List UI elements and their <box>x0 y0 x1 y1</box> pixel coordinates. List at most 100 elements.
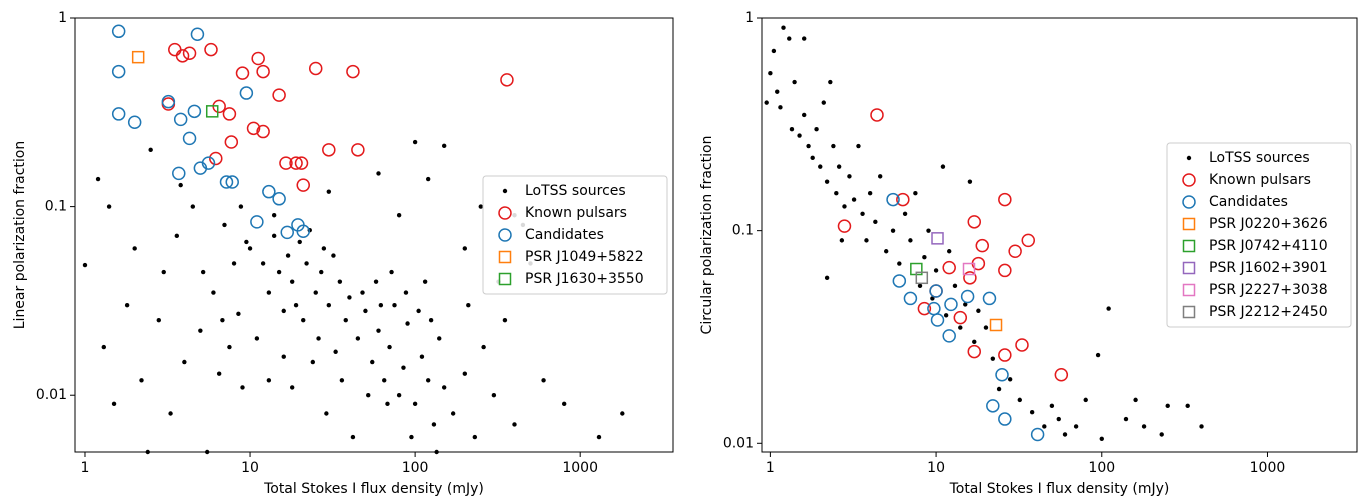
point <box>437 336 442 341</box>
point <box>500 73 514 87</box>
point <box>279 156 293 170</box>
point <box>289 156 303 170</box>
point <box>944 297 958 312</box>
x-tick-label: 10 <box>241 460 259 476</box>
point <box>425 176 431 182</box>
point <box>256 124 270 139</box>
point <box>360 290 365 295</box>
point <box>363 308 368 314</box>
point <box>802 112 807 118</box>
point <box>824 179 830 184</box>
point <box>422 279 428 284</box>
point <box>246 121 261 136</box>
point <box>952 283 958 289</box>
point <box>462 371 468 376</box>
point <box>209 151 223 166</box>
point <box>975 238 990 253</box>
point <box>156 317 161 323</box>
point <box>227 344 232 350</box>
point <box>1029 410 1035 415</box>
point <box>824 275 830 281</box>
point <box>339 378 345 383</box>
x-tick-label: 1 <box>81 460 90 476</box>
plot: 1 10 100 1000 0.01 0.1 1 Total Stokes I flux de… <box>699 10 1358 497</box>
point <box>856 143 861 149</box>
point <box>896 192 910 207</box>
point <box>789 126 795 132</box>
point <box>161 269 166 275</box>
point <box>902 211 908 217</box>
point <box>806 143 811 149</box>
point <box>219 175 234 189</box>
point <box>982 291 997 306</box>
point <box>775 89 780 94</box>
point <box>958 325 963 330</box>
point <box>262 184 276 199</box>
point <box>326 189 332 194</box>
point <box>101 344 106 350</box>
point <box>409 434 414 440</box>
x-tick-label: 10 <box>927 460 945 476</box>
legend-marker <box>498 206 512 220</box>
point <box>764 100 769 105</box>
point <box>174 233 180 239</box>
point <box>350 434 356 440</box>
x-tick-label: 100 <box>402 460 429 476</box>
x-tick-label: 1000 <box>562 460 598 476</box>
legend-marker <box>1182 261 1196 275</box>
point <box>378 303 384 308</box>
point <box>922 255 927 260</box>
legend-label: PSR J1602+3901 <box>1209 260 1328 276</box>
point <box>1008 244 1022 259</box>
point <box>842 204 847 209</box>
point <box>1159 432 1164 437</box>
point <box>266 378 272 383</box>
point <box>111 24 126 39</box>
point <box>960 289 975 304</box>
point <box>995 368 1009 382</box>
plot-area <box>764 25 1204 442</box>
point <box>792 79 797 85</box>
point <box>1106 306 1111 311</box>
point <box>313 290 318 295</box>
y-tick-label: 0.01 <box>36 387 67 403</box>
point <box>211 290 216 295</box>
point <box>596 434 602 440</box>
point <box>127 115 142 130</box>
point <box>462 246 468 251</box>
point <box>225 175 239 189</box>
point <box>296 224 310 239</box>
legend: LoTSS sources Known pulsars Candidates PSR … <box>1166 142 1352 328</box>
y-tick-label: 1 <box>745 10 754 26</box>
point <box>401 365 406 370</box>
point <box>387 344 392 350</box>
point <box>828 79 833 85</box>
point <box>304 261 309 266</box>
point <box>1015 338 1029 352</box>
point <box>111 401 117 407</box>
point <box>316 336 321 341</box>
point <box>276 269 282 275</box>
point <box>989 318 1003 332</box>
point <box>478 204 484 209</box>
legend-label: PSR J1049+5822 <box>525 249 644 265</box>
point <box>976 308 981 313</box>
legend-label: Candidates <box>525 227 604 243</box>
point <box>481 344 486 350</box>
point <box>161 94 176 109</box>
point <box>1165 403 1170 409</box>
point <box>967 215 982 229</box>
point <box>860 211 865 217</box>
point <box>491 393 497 398</box>
point <box>502 317 508 323</box>
legend-label: PSR J0220+3626 <box>1209 216 1328 232</box>
point <box>190 204 196 209</box>
x-tick-label: 1 <box>766 460 775 476</box>
point <box>778 105 783 110</box>
point <box>867 191 873 196</box>
point <box>917 283 923 289</box>
point <box>998 412 1012 426</box>
legend-marker <box>1182 283 1196 297</box>
legend-label: Candidates <box>1209 194 1288 210</box>
